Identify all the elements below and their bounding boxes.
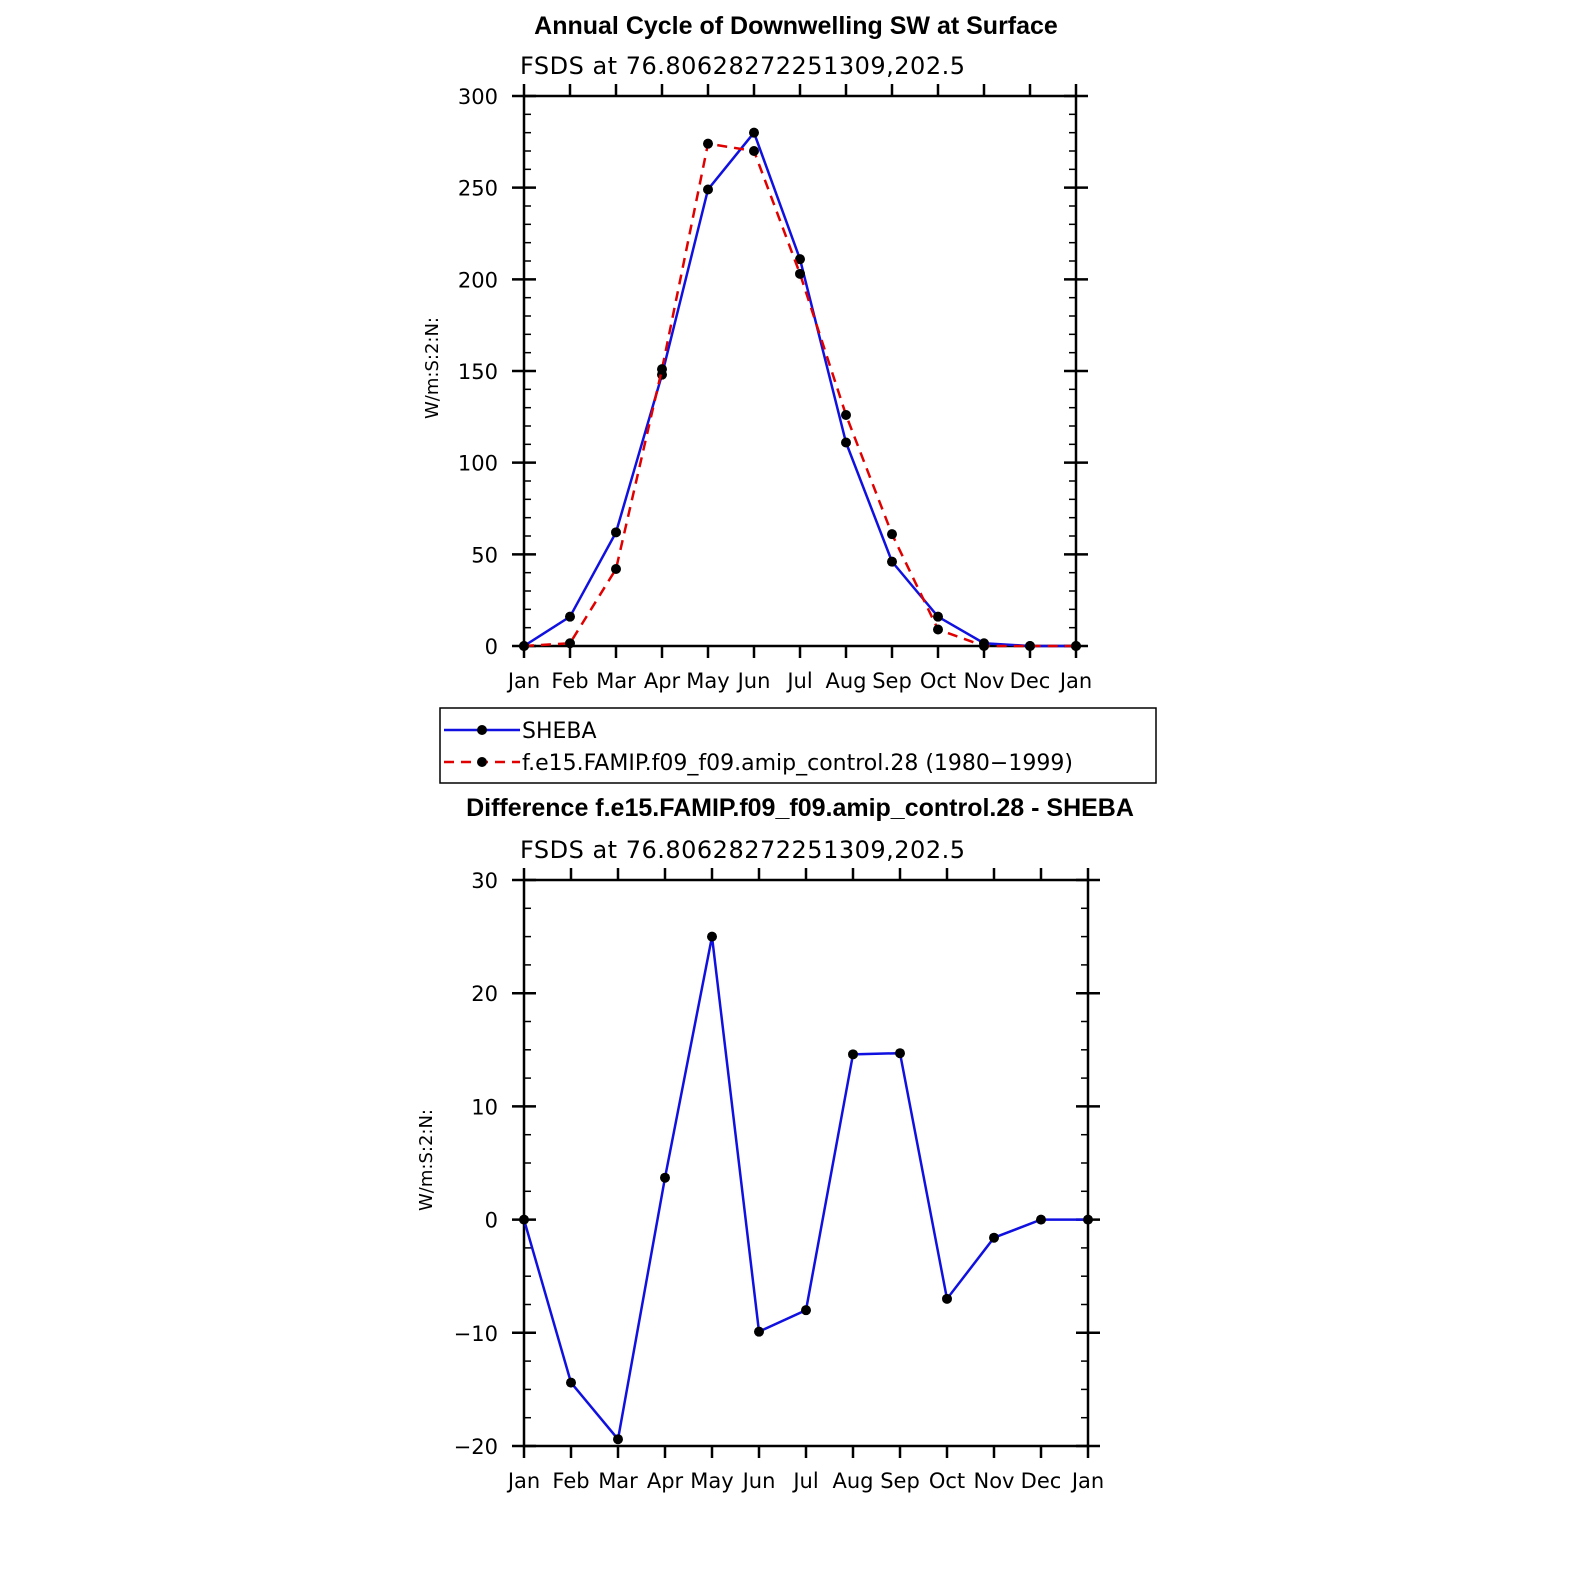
x-tick-label: Jun bbox=[736, 669, 771, 693]
y-tick-label: 100 bbox=[458, 452, 498, 476]
plot-frame: Jan Feb Mar Apr May Jun Jul Aug Sep Oct Nov Dec Jan−… bbox=[454, 868, 1104, 1493]
plot-series bbox=[519, 127, 1081, 651]
x-tick-label: Jan bbox=[506, 669, 540, 693]
plot-frame: Jan Feb Mar Apr May Jun Jul Aug Sep Oct Nov Dec Jan 0… bbox=[458, 84, 1092, 693]
data-point bbox=[1025, 641, 1035, 651]
plot-border bbox=[522, 878, 1090, 1448]
x-tick-label: Mar bbox=[596, 669, 636, 693]
data-point bbox=[933, 611, 943, 622]
x-tick-label: Sep bbox=[872, 669, 912, 693]
x-tick-label: Aug bbox=[832, 1469, 873, 1493]
data-point bbox=[611, 527, 621, 538]
x-tick-label: Oct bbox=[929, 1469, 965, 1493]
y-tick-label: 0 bbox=[485, 635, 498, 659]
x-tick-label: Apr bbox=[647, 1469, 684, 1493]
data-point bbox=[657, 364, 667, 375]
series-line-primary bbox=[523, 130, 1076, 648]
data-point bbox=[841, 437, 851, 448]
series-line-primary bbox=[522, 936, 1088, 1443]
y-tick-label: 300 bbox=[458, 85, 498, 109]
data-point bbox=[795, 254, 805, 265]
data-point bbox=[942, 1293, 952, 1304]
y-tick-label: 30 bbox=[471, 869, 498, 893]
chart-title: Annual Cycle of Downwelling SW at Surfac… bbox=[534, 12, 1058, 40]
legend-entry-sheba: SHEBA bbox=[522, 719, 597, 744]
legend-marker-model bbox=[477, 757, 487, 767]
plot-series bbox=[519, 931, 1093, 1445]
x-tick-label: Aug bbox=[825, 669, 866, 693]
x-tick-label: Oct bbox=[920, 669, 956, 693]
y-tick-label: −10 bbox=[454, 1322, 498, 1346]
data-point bbox=[887, 556, 897, 567]
data-point bbox=[519, 641, 529, 651]
data-point bbox=[841, 410, 851, 420]
x-tick-label: Dec bbox=[1021, 1469, 1062, 1493]
data-point bbox=[1036, 1214, 1046, 1225]
data-point bbox=[566, 1377, 576, 1388]
chart-subtitle: FSDS at 76.80628272251309,202.5 bbox=[520, 836, 965, 864]
x-tick-label: May bbox=[686, 669, 729, 693]
data-point bbox=[1083, 1214, 1093, 1225]
x-tick-label: Feb bbox=[551, 669, 588, 693]
x-tick-label: Jan bbox=[1070, 1469, 1104, 1493]
data-point bbox=[979, 641, 989, 651]
data-point bbox=[749, 146, 759, 156]
x-tick-label: Jan bbox=[1058, 669, 1092, 693]
difference-chart: Difference f.e15.FAMIP.f09_f09.amip_cont… bbox=[416, 794, 1134, 1493]
legend-box bbox=[439, 707, 1157, 784]
data-point bbox=[565, 611, 575, 622]
data-point bbox=[749, 127, 759, 138]
data-point bbox=[989, 1232, 999, 1243]
annual-cycle-chart: Annual Cycle of Downwelling SW at Surfac… bbox=[422, 12, 1092, 693]
x-tick-label: Jun bbox=[741, 1469, 776, 1493]
x-tick-label: Feb bbox=[552, 1469, 589, 1493]
chart-subtitle: FSDS at 76.80628272251309,202.5 bbox=[520, 52, 965, 80]
plot-border bbox=[522, 94, 1078, 648]
legend-entry-model: f.e15.FAMIP.f09_f09.amip_control.28 (198… bbox=[522, 751, 1073, 776]
data-point bbox=[611, 564, 621, 574]
y-tick-label: −20 bbox=[454, 1435, 498, 1459]
data-point bbox=[848, 1049, 858, 1060]
data-point bbox=[660, 1172, 670, 1183]
data-point bbox=[703, 184, 713, 195]
data-point bbox=[887, 529, 897, 540]
y-tick-label: 200 bbox=[458, 268, 498, 292]
data-point bbox=[933, 624, 943, 635]
x-tick-label: Jul bbox=[785, 669, 812, 693]
legend: SHEBA f.e15.FAMIP.f09_f09.amip_control.2… bbox=[439, 707, 1157, 784]
y-axis-label: W/m:S:2:N: bbox=[422, 317, 443, 419]
data-point bbox=[613, 1434, 623, 1445]
x-tick-label: Sep bbox=[880, 1469, 920, 1493]
data-point bbox=[895, 1048, 905, 1059]
y-tick-label: 50 bbox=[471, 543, 498, 567]
data-point bbox=[801, 1305, 811, 1316]
y-tick-label: 250 bbox=[458, 177, 498, 201]
data-point bbox=[754, 1326, 764, 1337]
data-point bbox=[703, 138, 713, 149]
legend-marker-sheba bbox=[477, 725, 487, 735]
y-tick-label: 20 bbox=[471, 982, 498, 1006]
x-tick-label: Dec bbox=[1010, 669, 1051, 693]
y-tick-label: 0 bbox=[485, 1209, 498, 1233]
y-tick-label: 150 bbox=[458, 360, 498, 384]
data-point bbox=[795, 268, 805, 279]
data-point bbox=[565, 638, 575, 649]
x-tick-label: Nov bbox=[964, 669, 1005, 693]
data-point bbox=[707, 931, 717, 942]
x-tick-label: Apr bbox=[644, 669, 681, 693]
x-tick-label: May bbox=[690, 1469, 733, 1493]
chart-title: Difference f.e15.FAMIP.f09_f09.amip_cont… bbox=[466, 794, 1134, 822]
x-tick-label: Jan bbox=[506, 1469, 540, 1493]
x-tick-label: Nov bbox=[974, 1469, 1015, 1493]
y-axis-label: W/m:S:2:N: bbox=[416, 1109, 437, 1211]
data-point bbox=[519, 1214, 529, 1225]
x-tick-label: Mar bbox=[598, 1469, 638, 1493]
x-tick-label: Jul bbox=[791, 1469, 818, 1493]
data-point bbox=[1071, 641, 1081, 651]
y-tick-label: 10 bbox=[471, 1095, 498, 1119]
series-line-secondary bbox=[523, 142, 1076, 648]
